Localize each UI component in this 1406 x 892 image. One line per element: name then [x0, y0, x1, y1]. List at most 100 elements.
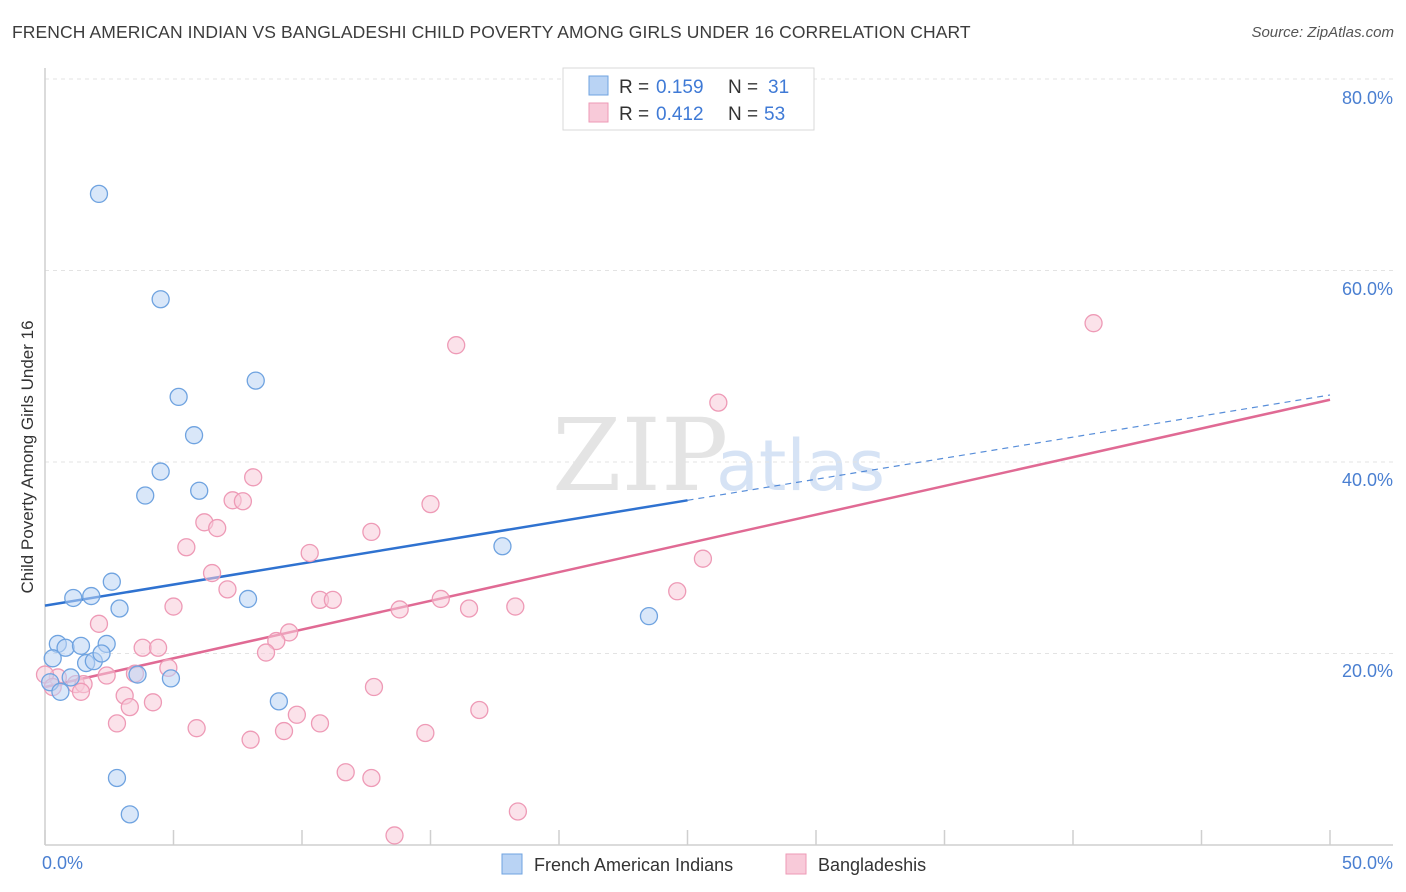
point-bangladeshis-39 [364, 677, 384, 697]
bottom-legend-swatch-bangladeshis [785, 853, 807, 875]
point-french-american-indians-9 [102, 572, 121, 591]
point-french-american-indians-30 [61, 668, 80, 687]
x-tick-label-min: 0.0% [42, 853, 83, 873]
chart-title: FRENCH AMERICAN INDIAN VS BANGLADESHI CH… [12, 22, 971, 42]
legend: R = 0.159 N = 31 R = 0.412 N = 53 [562, 67, 815, 131]
point-bangladeshis-18 [431, 589, 450, 609]
point-bangladeshis-37 [71, 682, 91, 701]
point-bangladeshis-47 [274, 721, 294, 741]
point-french-american-indians-2 [169, 387, 188, 407]
point-bangladeshis-42 [470, 700, 489, 720]
point-french-american-indians-8 [493, 537, 512, 556]
bottom-legend: French American Indians Bangladeshis [501, 853, 926, 875]
bottom-legend-label-french-american-indians: French American Indians [534, 855, 733, 875]
trend-line-french-american-indians-extension [687, 394, 1331, 501]
point-french-american-indians-22 [92, 644, 111, 663]
point-french-american-indians-7 [136, 486, 155, 505]
y-tick-label-40: 40.0% [1342, 470, 1393, 490]
legend-r-value-1: 0.159 [656, 77, 704, 98]
point-bangladeshis-40 [143, 693, 163, 712]
point-bangladeshis-44 [107, 714, 127, 733]
watermark-atlas: atlas [716, 425, 885, 507]
point-french-american-indians-3 [246, 371, 265, 390]
point-bangladeshis-5 [233, 492, 253, 511]
point-french-american-indians-10 [64, 588, 83, 608]
watermark: ZIP atlas [552, 397, 885, 514]
legend-n-value-2: 53 [764, 104, 785, 125]
point-bangladeshis-50 [336, 763, 355, 782]
point-french-american-indians-23 [128, 665, 147, 684]
point-bangladeshis-27 [148, 638, 168, 657]
point-bangladeshis-25 [267, 631, 286, 651]
point-bangladeshis-51 [362, 768, 381, 788]
point-french-american-indians-27 [269, 692, 289, 711]
point-bangladeshis-11 [300, 543, 319, 563]
point-french-american-indians-11 [82, 586, 101, 606]
bottom-legend-label-bangladeshis: Bangladeshis [818, 855, 926, 875]
watermark-zip: ZIP [552, 397, 728, 514]
x-axis-ticks [44, 830, 1331, 845]
point-french-american-indians-13 [238, 589, 258, 609]
point-french-american-indians-0 [89, 184, 109, 204]
chart-source: Source: ZipAtlas.com [1251, 24, 1394, 41]
point-french-american-indians-5 [151, 462, 170, 481]
point-bangladeshis-45 [310, 714, 330, 733]
point-bangladeshis-6 [421, 494, 440, 514]
legend-swatch-bangladeshis [588, 102, 609, 123]
point-bangladeshis-8 [208, 518, 227, 538]
point-french-american-indians-28 [107, 768, 127, 788]
y-tick-label-20: 20.0% [1342, 661, 1393, 681]
point-bangladeshis-23 [89, 614, 109, 633]
point-french-american-indians-12 [110, 599, 129, 618]
point-bangladeshis-15 [668, 582, 687, 601]
point-bangladeshis-1 [447, 336, 466, 355]
point-bangladeshis-3 [244, 468, 263, 487]
point-bangladeshis-43 [287, 705, 307, 724]
point-bangladeshis-2 [709, 393, 728, 412]
point-bangladeshis-17 [323, 590, 342, 610]
point-bangladeshis-21 [459, 599, 479, 618]
legend-swatch-french-american-indians [588, 75, 609, 96]
point-bangladeshis-49 [241, 730, 260, 749]
point-bangladeshis-9 [362, 522, 381, 542]
point-bangladeshis-48 [416, 723, 435, 743]
point-bangladeshis-26 [133, 638, 152, 657]
point-french-american-indians-17 [71, 636, 91, 655]
legend-n-value-1: 31 [768, 77, 789, 98]
legend-r-value-2: 0.412 [656, 104, 704, 125]
y-tick-label-80: 80.0% [1342, 88, 1393, 108]
point-bangladeshis-12 [693, 549, 713, 568]
point-bangladeshis-10 [177, 538, 196, 557]
point-bangladeshis-20 [390, 600, 409, 619]
y-axis-title: Child Poverty Among Girls Under 16 [18, 320, 37, 593]
point-bangladeshis-0 [1084, 314, 1103, 333]
gridlines [45, 78, 1393, 654]
point-french-american-indians-1 [151, 290, 170, 309]
y-tick-labels: 80.0% 60.0% 40.0% 20.0% [1342, 88, 1393, 681]
legend-n-label-1: N = [728, 77, 758, 98]
legend-r-label-2: R = [619, 104, 649, 125]
point-bangladeshis-53 [385, 826, 404, 845]
trend-lines [44, 394, 1331, 689]
point-bangladeshis-19 [164, 597, 183, 616]
data-points [35, 184, 1103, 845]
point-bangladeshis-46 [187, 719, 206, 738]
point-bangladeshis-52 [508, 802, 528, 821]
point-bangladeshis-30 [97, 666, 116, 685]
point-bangladeshis-13 [202, 563, 222, 583]
point-french-american-indians-24 [161, 669, 181, 688]
point-bangladeshis-24 [279, 623, 299, 642]
point-bangladeshis-22 [506, 597, 525, 616]
trend-line-bangladeshis [44, 398, 1331, 689]
y-tick-label-60: 60.0% [1342, 279, 1393, 299]
point-bangladeshis-41 [120, 697, 139, 717]
bottom-legend-swatch-french-american-indians [501, 853, 523, 875]
x-tick-label-max: 50.0% [1342, 853, 1393, 873]
point-french-american-indians-26 [51, 682, 70, 701]
point-french-american-indians-19 [43, 649, 62, 668]
point-french-american-indians-6 [190, 481, 209, 500]
point-bangladeshis-14 [218, 580, 237, 599]
trend-line-french-american-indians [44, 499, 688, 607]
point-french-american-indians-4 [184, 426, 204, 445]
